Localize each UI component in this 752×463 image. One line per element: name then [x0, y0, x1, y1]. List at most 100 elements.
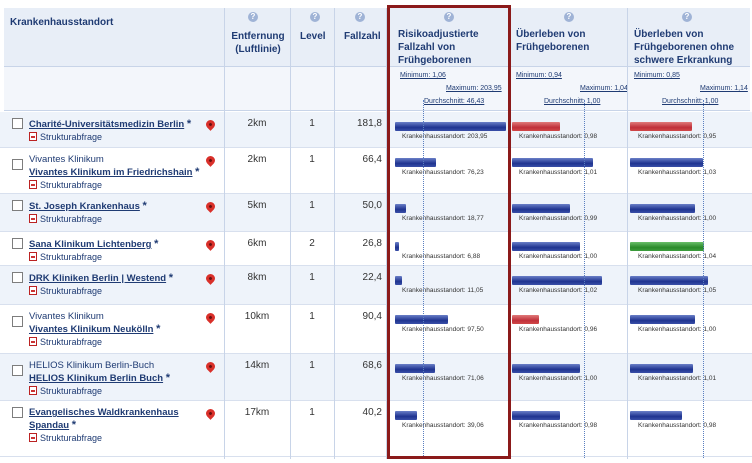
header-cases[interactable]: Fallzahl [344, 31, 381, 42]
info-icon[interactable]: ? [444, 12, 454, 22]
hospital-link[interactable]: Vivantes Klinikum im Friedrichshain [29, 167, 193, 178]
survival-nodisease-bar-label: Krankenhausstandort: 0,95 [638, 133, 716, 140]
level-value: 1 [309, 407, 315, 418]
hospital-link[interactable]: Charité-Universitätsmedizin Berlin [29, 119, 185, 130]
survival-nodisease-bar-label: Krankenhausstandort: 1,01 [638, 375, 716, 382]
bar-label-prefix: Krankenhausstandort: [402, 253, 466, 260]
map-pin-icon[interactable] [204, 311, 217, 324]
header-distance[interactable]: Entfernung (Luftlinie) [231, 31, 285, 55]
map-pin-icon[interactable] [204, 407, 217, 420]
hospital-link[interactable]: DRK Kliniken Berlin | Westend [29, 273, 167, 284]
risk-average[interactable]: Durchschnitt: 46,43 [424, 98, 485, 105]
info-icon[interactable]: ? [682, 12, 692, 22]
strukturabfrage-label: Strukturabfrage [40, 337, 103, 347]
info-icon[interactable]: ? [355, 12, 365, 22]
map-pin-icon[interactable] [204, 200, 217, 213]
survival-nodisease-bar [630, 276, 709, 285]
strukturabfrage-label: Strukturabfrage [40, 433, 103, 443]
header-survival[interactable]: Überleben von Frühgeborenen [516, 29, 590, 53]
strukturabfrage-link[interactable]: Strukturabfrage [29, 131, 204, 143]
hospital-link[interactable]: HELIOS Klinikum Berlin Buch [29, 373, 164, 384]
hospital-name-cell: Evangelisches Waldkrankenhaus Spandau * S… [29, 407, 204, 444]
map-pin-icon[interactable] [204, 154, 217, 167]
bar-label-prefix: Krankenhausstandort: [638, 287, 702, 294]
level-value: 1 [309, 154, 315, 165]
level-value: 1 [309, 118, 315, 129]
risk-bar [395, 122, 506, 131]
table-row: HELIOS Klinikum Berlin-Buch HELIOS Klinik… [0, 354, 752, 401]
map-pin-icon[interactable] [204, 118, 217, 131]
header-survival-no-disease[interactable]: Überleben von Frühgeborenen ohne schwere… [634, 29, 734, 66]
bar-label-prefix: Krankenhausstandort: [519, 253, 583, 260]
risk-bar [395, 276, 402, 285]
header-hospital: Krankenhausstandort [10, 17, 114, 28]
survival-bar-label: Krankenhausstandort: 1,00 [519, 375, 597, 382]
strukturabfrage-link[interactable]: Strukturabfrage [29, 336, 204, 348]
pdf-icon [29, 433, 37, 442]
risk-bar-label: Krankenhausstandort: 39,06 [402, 422, 484, 429]
strukturabfrage-link[interactable]: Strukturabfrage [29, 432, 204, 444]
bar-label-prefix: Krankenhausstandort: [519, 133, 583, 140]
distance-value: 8km [247, 272, 267, 283]
distance-value: 10km [244, 311, 270, 322]
risk-maximum[interactable]: Maximum: 203,95 [446, 85, 502, 92]
table-row: Sana Klinikum Lichtenberg * Strukturabfra… [0, 232, 752, 266]
hospital-name-cell: HELIOS Klinikum Berlin-Buch HELIOS Klinik… [29, 360, 204, 397]
bar-label-prefix: Krankenhausstandort: [519, 215, 583, 222]
compare-checkbox[interactable] [12, 159, 23, 170]
risk-minimum[interactable]: Minimum: 1,06 [400, 72, 446, 79]
compare-checkbox[interactable] [12, 272, 23, 283]
survival-nodisease-bar [630, 242, 704, 251]
survival-nodisease-minimum[interactable]: Minimum: 0,85 [634, 72, 680, 79]
strukturabfrage-link[interactable]: Strukturabfrage [29, 213, 204, 225]
risk-value: 71,06 [467, 375, 484, 382]
info-icon[interactable]: ? [564, 12, 574, 22]
header-risk-adjusted[interactable]: Risikoadjustierte Fallzahl von Frühgebor… [398, 29, 479, 66]
info-icon[interactable]: ? [248, 12, 258, 22]
hospital-link[interactable]: Vivantes Klinikum Neukölln [29, 324, 154, 335]
compare-checkbox[interactable] [12, 238, 23, 249]
survival-bar-label: Krankenhausstandort: 0,99 [519, 215, 597, 222]
map-pin-icon[interactable] [204, 272, 217, 285]
risk-bar [395, 158, 437, 167]
hospital-link[interactable]: St. Joseph Krankenhaus [29, 201, 140, 212]
bar-label-prefix: Krankenhausstandort: [519, 422, 583, 429]
info-icon[interactable]: ? [310, 12, 320, 22]
survival-nodisease-bar-label: Krankenhausstandort: 1,04 [638, 253, 716, 260]
compare-checkbox[interactable] [12, 316, 23, 327]
survival-bar [512, 242, 581, 251]
survival-average[interactable]: Durchschnitt: 1,00 [544, 98, 601, 105]
strukturabfrage-link[interactable]: Strukturabfrage [29, 385, 204, 397]
bar-label-prefix: Krankenhausstandort: [638, 133, 702, 140]
hospital-link[interactable]: Evangelisches Waldkrankenhaus Spandau [29, 407, 179, 431]
compare-checkbox[interactable] [12, 407, 23, 418]
survival-bar-label: Krankenhausstandort: 1,00 [519, 253, 597, 260]
header-level[interactable]: Level [300, 31, 326, 42]
strukturabfrage-link[interactable]: Strukturabfrage [29, 285, 204, 297]
footnote-star: * [186, 118, 192, 130]
strukturabfrage-link[interactable]: Strukturabfrage [29, 179, 204, 191]
survival-nodisease-average[interactable]: Durchschnitt: 1,00 [662, 98, 719, 105]
risk-value: 39,06 [467, 422, 484, 429]
strukturabfrage-link[interactable]: Strukturabfrage [29, 251, 204, 263]
hospital-name-cell: Vivantes Klinikum Vivantes Klinikum Neukö… [29, 311, 204, 348]
footnote-star: * [71, 419, 77, 431]
cases-value: 181,8 [356, 118, 382, 129]
column-divider [627, 8, 628, 459]
compare-checkbox[interactable] [12, 200, 23, 211]
bar-label-prefix: Krankenhausstandort: [402, 422, 466, 429]
survival-nodisease-maximum[interactable]: Maximum: 1,14 [700, 85, 748, 92]
column-divider [224, 8, 225, 459]
footnote-star: * [195, 166, 200, 178]
map-pin-icon[interactable] [204, 360, 217, 373]
hospital-link[interactable]: Sana Klinikum Lichtenberg [29, 239, 152, 250]
risk-value: 6,88 [467, 253, 481, 260]
compare-checkbox[interactable] [12, 118, 23, 129]
survival-maximum[interactable]: Maximum: 1,04 [580, 85, 628, 92]
survival-nodisease-bar-label: Krankenhausstandort: 0,98 [638, 422, 716, 429]
compare-checkbox[interactable] [12, 365, 23, 376]
survival-minimum[interactable]: Minimum: 0,94 [516, 72, 562, 79]
survival-nodisease-bar [630, 204, 695, 213]
map-pin-icon[interactable] [204, 238, 217, 251]
level-value: 1 [309, 200, 315, 211]
